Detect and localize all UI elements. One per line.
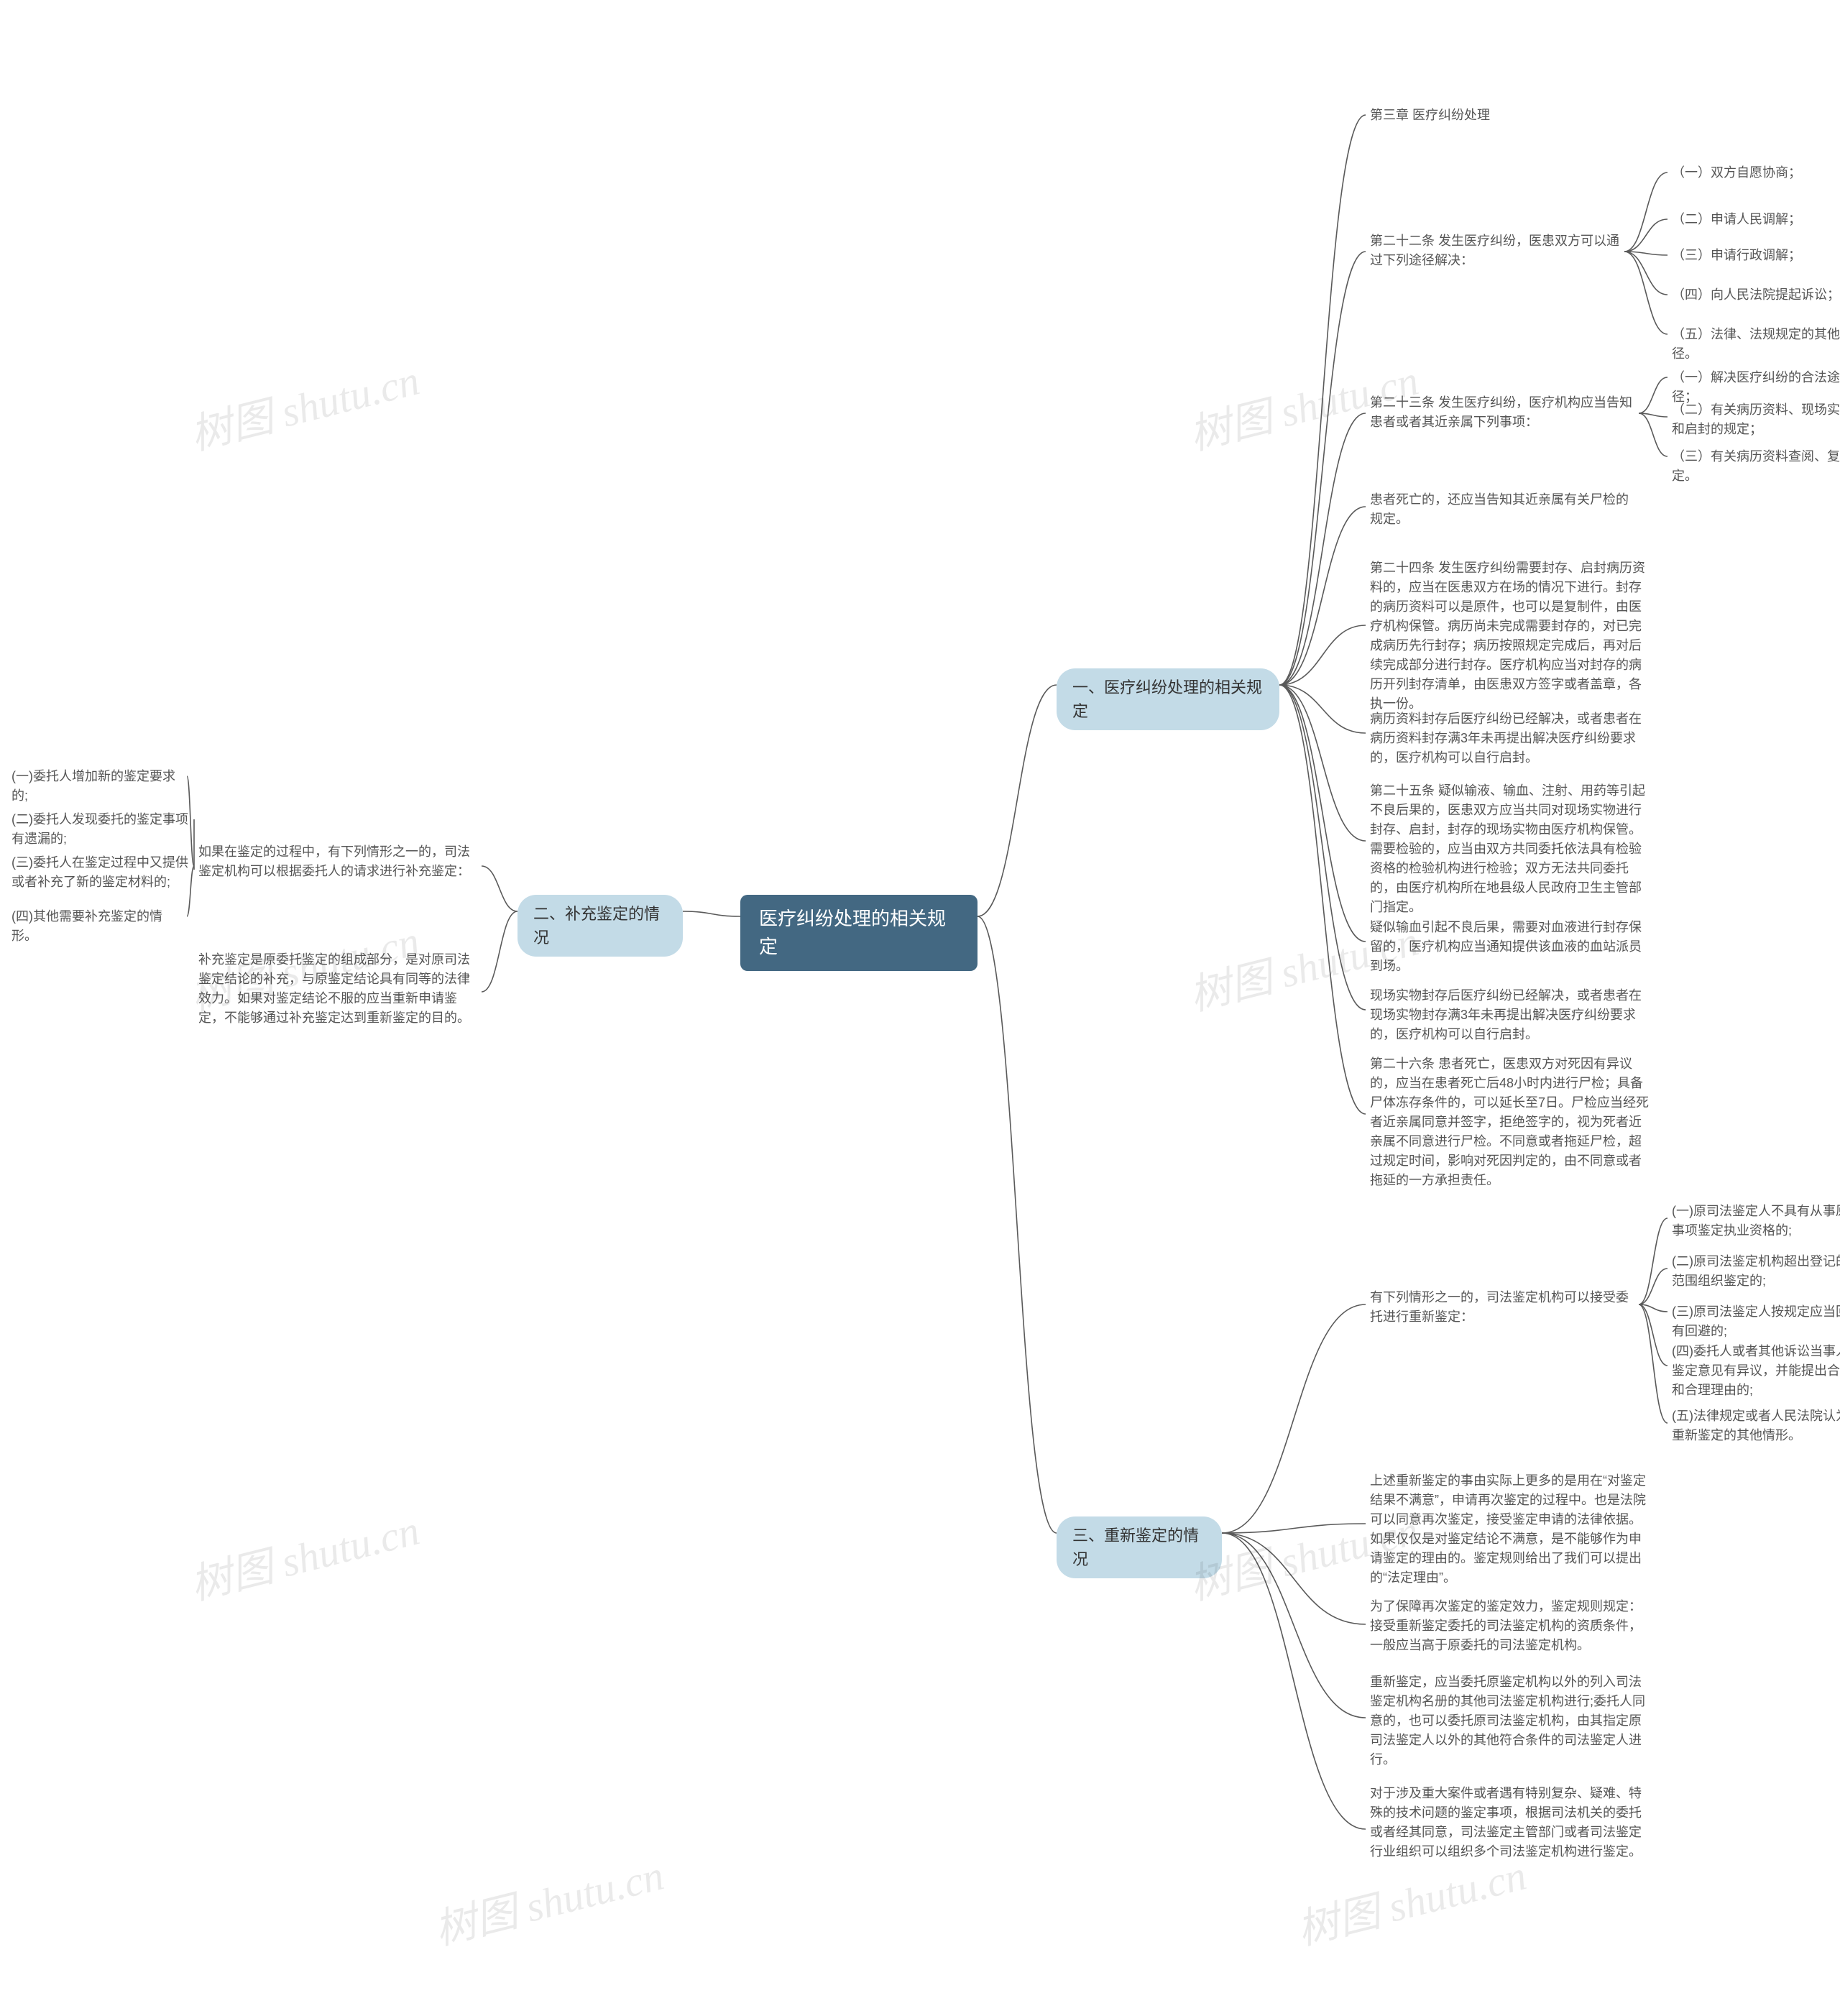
leaf-node: 第三章 医疗纠纷处理 xyxy=(1366,104,1524,126)
leaf-node: (三)委托人在鉴定过程中又提供或者补充了新的鉴定材料的; xyxy=(7,852,194,893)
leaf-node: (二)原司法鉴定机构超出登记的业务范围组织鉴定的; xyxy=(1668,1251,1840,1292)
leaf-node: (四)其他需要补充鉴定的情形。 xyxy=(7,906,187,947)
leaf-node: （二）有关病历资料、现场实物封存和启封的规定； xyxy=(1668,399,1840,441)
leaf-node: (二)委托人发现委托的鉴定事项有遗漏的; xyxy=(7,809,194,850)
leaf-node: (一)委托人增加新的鉴定要求的; xyxy=(7,765,187,807)
watermark: 树图 shutu.cn xyxy=(183,346,425,461)
watermark: 树图 shutu.cn xyxy=(428,1841,669,1956)
leaf-node: 病历资料封存后医疗纠纷已经解决，或者患者在病历资料封存满3年未再提出解决医疗纠纷… xyxy=(1366,708,1653,769)
leaf-node: 第二十四条 发生医疗纠纷需要封存、启封病历资料的，应当在医患双方在场的情况下进行… xyxy=(1366,557,1653,715)
leaf-node: 第二十二条 发生医疗纠纷，医患双方可以通过下列途径解决： xyxy=(1366,230,1624,272)
leaf-node: (一)原司法鉴定人不具有从事原委托事项鉴定执业资格的; xyxy=(1668,1200,1840,1242)
leaf-node: (五)法律规定或者人民法院认为需要重新鉴定的其他情形。 xyxy=(1668,1405,1840,1447)
leaf-node: 为了保障再次鉴定的鉴定效力，鉴定规则规定：接受重新鉴定委托的司法鉴定机构的资质条… xyxy=(1366,1596,1653,1657)
mindmap-stage: 医疗纠纷处理的相关规定 一、医疗纠纷处理的相关规定 第三章 医疗纠纷处理第二十二条 … xyxy=(0,0,1840,2016)
center-node: 医疗纠纷处理的相关规定 xyxy=(740,895,978,971)
leaf-node: 重新鉴定，应当委托原鉴定机构以外的列入司法鉴定机构名册的其他司法鉴定机构进行;委… xyxy=(1366,1671,1653,1771)
leaf-node: 第二十三条 发生医疗纠纷，医疗机构应当告知患者或者其近亲属下列事项： xyxy=(1366,392,1639,433)
leaf-node: （二）申请人民调解； xyxy=(1668,208,1826,231)
watermark: 树图 shutu.cn xyxy=(183,1496,425,1611)
leaf-node: 疑似输血引起不良后果，需要对血液进行封存保留的，医疗机构应当通知提供该血液的血站… xyxy=(1366,916,1653,977)
leaf-node: (三)原司法鉴定人按规定应当回避没有回避的; xyxy=(1668,1301,1840,1343)
leaf-node: 第二十六条 患者死亡，医患双方对死因有异议的，应当在患者死亡后48小时内进行尸检… xyxy=(1366,1053,1653,1192)
leaf-node: （四）向人民法院提起诉讼； xyxy=(1668,284,1840,306)
leaf-node: 患者死亡的，还应当告知其近亲属有关尸检的规定。 xyxy=(1366,489,1639,530)
leaf-node: （三）申请行政调解； xyxy=(1668,244,1826,267)
leaf-node: 对于涉及重大案件或者遇有特别复杂、疑难、特殊的技术问题的鉴定事项，根据司法机关的… xyxy=(1366,1782,1653,1863)
leaf-node: 现场实物封存后医疗纠纷已经解决，或者患者在现场实物封存满3年未再提出解决医疗纠纷… xyxy=(1366,985,1653,1046)
leaf-node: （三）有关病历资料查阅、复制的规定。 xyxy=(1668,446,1840,487)
branch-node: 一、医疗纠纷处理的相关规定 xyxy=(1057,668,1279,730)
leaf-node: 如果在鉴定的过程中，有下列情形之一的，司法鉴定机构可以根据委托人的请求进行补充鉴… xyxy=(194,841,482,883)
leaf-node: 上述重新鉴定的事由实际上更多的是用在“对鉴定结果不满意”，申请再次鉴定的过程中。… xyxy=(1366,1470,1653,1589)
leaf-node: 有下列情形之一的，司法鉴定机构可以接受委托进行重新鉴定： xyxy=(1366,1287,1639,1328)
leaf-node: （一）双方自愿协商； xyxy=(1668,162,1826,184)
branch-node: 二、补充鉴定的情况 xyxy=(518,895,683,957)
leaf-node: 第二十五条 疑似输液、输血、注射、用药等引起不良后果的，医患双方应当共同对现场实… xyxy=(1366,780,1653,919)
leaf-node: (四)委托人或者其他诉讼当事人对原鉴定意见有异议，并能提出合法依据和合理理由的; xyxy=(1668,1340,1840,1401)
leaf-node: （五）法律、法规规定的其他途径。 xyxy=(1668,323,1840,365)
leaf-node: 补充鉴定是原委托鉴定的组成部分，是对原司法鉴定结论的补充，与原鉴定结论具有同等的… xyxy=(194,949,482,1029)
branch-node: 三、重新鉴定的情况 xyxy=(1057,1516,1222,1578)
